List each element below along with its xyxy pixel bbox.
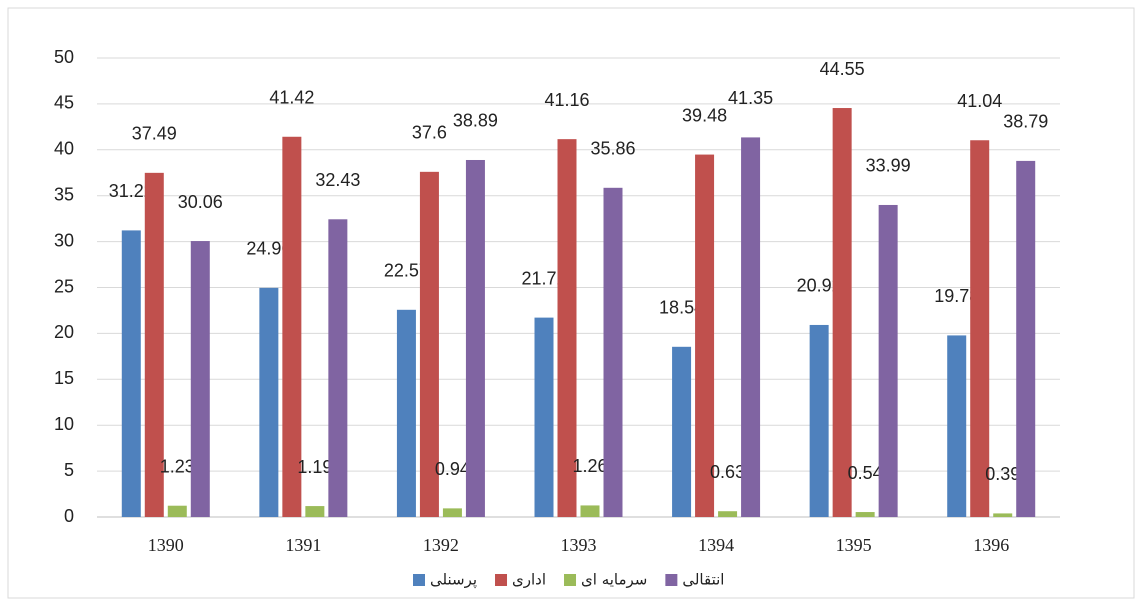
data-label: 31.22	[109, 181, 154, 201]
data-label: 30.06	[178, 192, 223, 212]
data-label: 41.35	[728, 88, 773, 108]
bar	[259, 287, 279, 517]
bar	[878, 204, 898, 517]
y-tick-label: 10	[54, 414, 74, 434]
bar	[970, 140, 990, 517]
legend-label: اداری	[512, 571, 546, 589]
legend-swatch	[665, 574, 678, 586]
bar	[442, 508, 462, 517]
data-label: 35.86	[590, 139, 635, 159]
bar	[580, 505, 600, 517]
bar	[672, 346, 692, 517]
y-tick-label: 0	[64, 506, 74, 526]
bar	[741, 137, 761, 518]
x-tick-label: 1390	[148, 535, 184, 555]
bar	[603, 187, 623, 517]
y-tick-label: 25	[54, 276, 74, 296]
data-label: 24.96	[246, 239, 291, 259]
x-tick-label: 1395	[836, 535, 872, 555]
data-label: 41.16	[544, 90, 589, 110]
bar	[1016, 160, 1036, 517]
data-label: 37.49	[132, 124, 177, 144]
y-tick-label: 40	[54, 139, 74, 159]
data-label: 1.26	[572, 456, 607, 476]
legend-swatch	[413, 574, 425, 586]
bar	[328, 219, 348, 517]
data-label: 0.39	[985, 464, 1020, 484]
bar	[419, 171, 439, 517]
data-label: 18.54	[659, 298, 704, 318]
data-label: 20.92	[797, 276, 842, 296]
bar	[534, 317, 554, 517]
data-label: 0.94	[435, 459, 470, 479]
y-tick-label: 45	[54, 93, 74, 113]
bar	[305, 506, 325, 517]
bar	[465, 159, 485, 517]
data-label: 19.78	[934, 286, 979, 306]
data-label: 33.99	[866, 156, 911, 176]
x-tick-label: 1393	[561, 535, 597, 555]
bar	[190, 241, 210, 517]
x-tick-label: 1392	[423, 535, 459, 555]
bar	[809, 324, 829, 517]
y-tick-label: 20	[54, 322, 74, 342]
bar	[832, 108, 852, 517]
data-label: 22.57	[384, 261, 429, 281]
y-tick-label: 5	[64, 460, 74, 480]
data-label: 1.19	[297, 457, 332, 477]
data-label: 38.89	[453, 111, 498, 131]
data-label: 38.79	[1003, 112, 1048, 132]
bar	[695, 154, 715, 517]
y-tick-label: 35	[54, 184, 74, 204]
legend-label: پرسنلی	[430, 571, 477, 590]
data-label: 39.48	[682, 105, 727, 125]
legend-label: انتقالی	[682, 571, 724, 589]
x-tick-label: 1394	[698, 535, 734, 555]
bar	[396, 309, 416, 517]
bar	[121, 230, 141, 518]
data-label: 1.23	[160, 456, 195, 476]
y-tick-label: 15	[54, 368, 74, 388]
data-label: 0.63	[710, 462, 745, 482]
x-tick-label: 1396	[973, 535, 1009, 555]
legend-swatch	[564, 574, 577, 586]
bar	[144, 172, 164, 517]
data-label: 37.6	[412, 123, 447, 143]
data-label: 21.72	[521, 268, 566, 288]
x-tick-label: 1391	[285, 535, 321, 555]
data-label: 0.54	[848, 463, 883, 483]
data-label: 32.43	[315, 170, 360, 190]
y-tick-label: 30	[54, 230, 74, 250]
bar	[993, 513, 1013, 517]
data-label: 44.55	[820, 59, 865, 79]
legend-label: سرمایه ای	[581, 571, 647, 589]
bar	[167, 505, 187, 517]
bar	[557, 139, 577, 518]
bar	[855, 512, 875, 517]
bar	[282, 136, 302, 517]
legend-swatch	[495, 574, 508, 586]
y-tick-label: 50	[54, 47, 74, 67]
bar	[947, 335, 967, 517]
data-label: 41.42	[269, 88, 314, 108]
bar	[718, 511, 738, 517]
data-label: 41.04	[957, 91, 1002, 111]
